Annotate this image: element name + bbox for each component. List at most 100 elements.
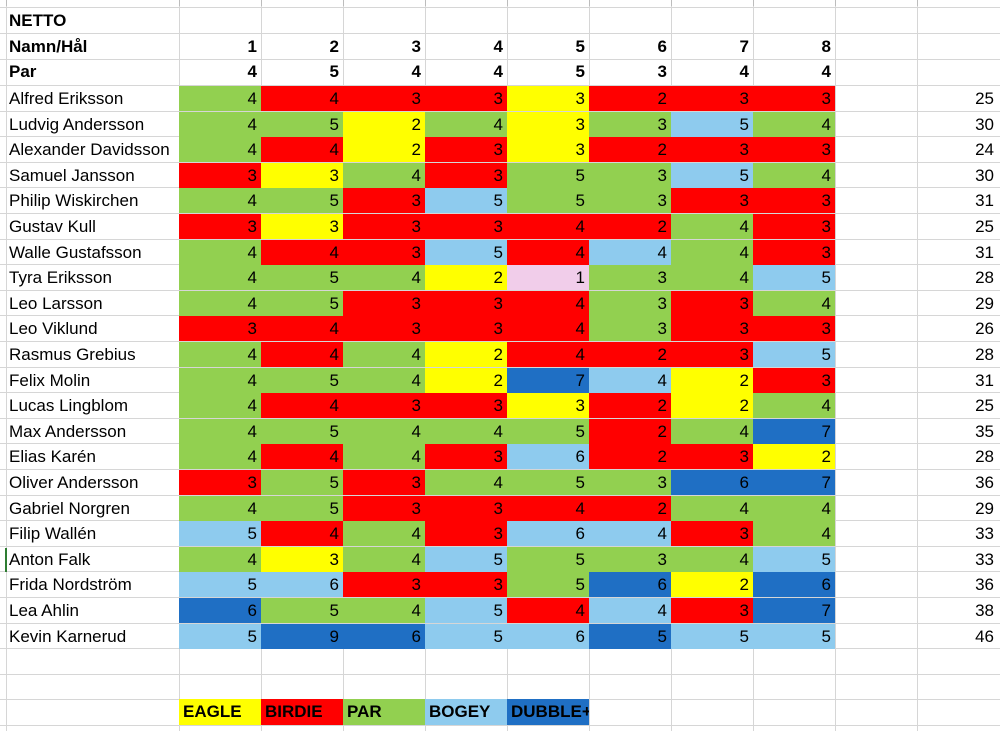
par-value-cell[interactable]: 4 <box>493 62 503 81</box>
player-name-cell[interactable]: Kevin Karnerud <box>9 627 127 646</box>
score-cell[interactable]: 5 <box>425 547 507 572</box>
score-cell[interactable]: 4 <box>179 393 261 418</box>
legend-item-bogey[interactable]: BOGEY <box>425 699 507 725</box>
score-cell[interactable]: 5 <box>753 547 835 572</box>
total-score-cell[interactable]: 24 <box>975 140 994 159</box>
score-cell[interactable]: 3 <box>589 112 671 137</box>
legend-item-eagle[interactable]: EAGLE <box>179 699 261 725</box>
player-name-cell[interactable]: Frida Nordström <box>9 575 132 594</box>
score-cell[interactable]: 4 <box>589 240 671 265</box>
score-cell[interactable]: 3 <box>671 598 753 623</box>
score-cell[interactable]: 4 <box>261 240 343 265</box>
score-cell[interactable]: 4 <box>343 368 425 393</box>
score-cell[interactable]: 3 <box>343 291 425 316</box>
score-cell[interactable]: 4 <box>507 342 589 367</box>
score-cell[interactable]: 7 <box>507 368 589 393</box>
player-name-cell[interactable]: Alexander Davidsson <box>9 140 170 159</box>
score-cell[interactable]: 4 <box>753 393 835 418</box>
score-cell[interactable]: 5 <box>753 342 835 367</box>
score-cell[interactable]: 3 <box>261 547 343 572</box>
score-cell[interactable]: 6 <box>507 624 589 649</box>
score-cell[interactable]: 5 <box>671 624 753 649</box>
score-cell[interactable]: 5 <box>507 188 589 213</box>
legend-item-birdie[interactable]: BIRDIE <box>261 699 343 725</box>
player-name-cell[interactable]: Gabriel Norgren <box>9 499 130 518</box>
score-cell[interactable]: 4 <box>261 393 343 418</box>
score-cell[interactable]: 4 <box>671 547 753 572</box>
total-score-cell[interactable]: 33 <box>975 550 994 569</box>
hole-number-cell[interactable]: 3 <box>411 37 421 56</box>
player-name-cell[interactable]: Leo Viklund <box>9 319 98 338</box>
score-cell[interactable]: 3 <box>753 86 835 111</box>
score-cell[interactable]: 2 <box>589 137 671 162</box>
score-cell[interactable]: 4 <box>179 137 261 162</box>
score-cell[interactable]: 2 <box>589 393 671 418</box>
score-cell[interactable]: 3 <box>425 137 507 162</box>
total-score-cell[interactable]: 33 <box>975 524 994 543</box>
score-cell[interactable]: 3 <box>425 444 507 469</box>
score-cell[interactable]: 3 <box>589 265 671 290</box>
total-score-cell[interactable]: 46 <box>975 627 994 646</box>
score-cell[interactable]: 3 <box>753 368 835 393</box>
sheet-title[interactable]: NETTO <box>9 11 67 30</box>
score-cell[interactable]: 5 <box>507 547 589 572</box>
total-score-cell[interactable]: 28 <box>975 447 994 466</box>
total-score-cell[interactable]: 35 <box>975 422 994 441</box>
hole-number-cell[interactable]: 2 <box>329 37 339 56</box>
score-cell[interactable]: 3 <box>425 572 507 597</box>
score-cell[interactable]: 3 <box>343 572 425 597</box>
score-cell[interactable]: 3 <box>425 316 507 341</box>
score-cell[interactable]: 4 <box>671 496 753 521</box>
total-score-cell[interactable]: 30 <box>975 115 994 134</box>
score-cell[interactable]: 2 <box>343 137 425 162</box>
score-cell[interactable]: 4 <box>179 291 261 316</box>
hole-number-cell[interactable]: 6 <box>657 37 667 56</box>
hole-number-cell[interactable]: 4 <box>493 37 503 56</box>
par-value-cell[interactable]: 4 <box>739 62 749 81</box>
total-score-cell[interactable]: 31 <box>975 243 994 262</box>
score-cell[interactable]: 4 <box>179 368 261 393</box>
score-cell[interactable]: 3 <box>507 86 589 111</box>
score-cell[interactable]: 3 <box>343 188 425 213</box>
score-cell[interactable]: 3 <box>589 470 671 495</box>
legend-item-dubble-plus[interactable]: DUBBLE+ <box>507 699 589 725</box>
total-score-cell[interactable]: 36 <box>975 575 994 594</box>
score-cell[interactable]: 3 <box>343 496 425 521</box>
score-cell[interactable]: 3 <box>671 188 753 213</box>
score-cell[interactable]: 4 <box>671 419 753 444</box>
score-cell[interactable]: 3 <box>753 316 835 341</box>
score-cell[interactable]: 3 <box>179 470 261 495</box>
player-name-cell[interactable]: Gustav Kull <box>9 217 96 236</box>
player-name-cell[interactable]: Rasmus Grebius <box>9 345 136 364</box>
score-cell[interactable]: 5 <box>671 112 753 137</box>
score-cell[interactable]: 6 <box>589 572 671 597</box>
score-cell[interactable]: 3 <box>425 86 507 111</box>
score-cell[interactable]: 3 <box>343 214 425 239</box>
score-cell[interactable]: 5 <box>179 572 261 597</box>
score-cell[interactable]: 3 <box>343 316 425 341</box>
score-cell[interactable]: 3 <box>343 240 425 265</box>
score-cell[interactable]: 5 <box>261 188 343 213</box>
score-cell[interactable]: 3 <box>671 137 753 162</box>
score-cell[interactable]: 3 <box>671 291 753 316</box>
score-cell[interactable]: 5 <box>179 624 261 649</box>
score-cell[interactable]: 4 <box>179 188 261 213</box>
score-cell[interactable]: 3 <box>179 316 261 341</box>
total-score-cell[interactable]: 28 <box>975 268 994 287</box>
score-cell[interactable]: 4 <box>179 419 261 444</box>
player-name-cell[interactable]: Oliver Andersson <box>9 473 139 492</box>
total-score-cell[interactable]: 26 <box>975 319 994 338</box>
score-cell[interactable]: 4 <box>425 112 507 137</box>
player-name-cell[interactable]: Lucas Lingblom <box>9 396 129 415</box>
score-cell[interactable]: 9 <box>261 624 343 649</box>
score-cell[interactable]: 5 <box>261 291 343 316</box>
score-cell[interactable]: 3 <box>425 214 507 239</box>
hole-number-cell[interactable]: 8 <box>821 37 831 56</box>
player-name-cell[interactable]: Philip Wiskirchen <box>9 191 139 210</box>
score-cell[interactable]: 5 <box>261 265 343 290</box>
player-name-cell[interactable]: Elias Karén <box>9 447 96 466</box>
score-cell[interactable]: 5 <box>507 572 589 597</box>
score-cell[interactable]: 2 <box>425 342 507 367</box>
score-cell[interactable]: 5 <box>671 163 753 188</box>
score-cell[interactable]: 3 <box>261 214 343 239</box>
